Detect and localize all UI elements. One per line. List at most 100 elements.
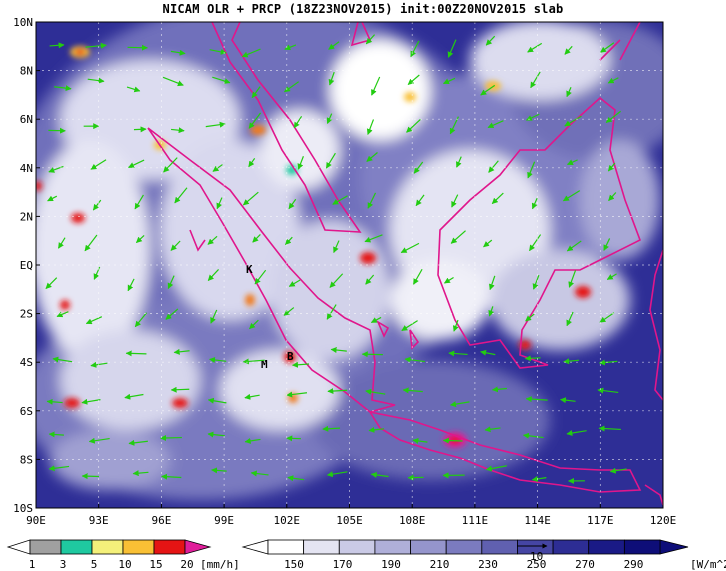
longitude-label: 90E [26,514,46,527]
wind-arrow [288,198,297,210]
precip-tick-5: 5 [91,558,98,571]
wind-arrow [404,356,426,363]
wind-arrow [49,42,65,49]
wind-arrow [443,276,454,284]
wind-arrow [599,42,615,53]
olr-tick: 270 [575,558,595,571]
olr-bin [410,539,447,555]
wind-arrow [413,268,423,285]
latitude-label: 10N [13,16,33,29]
wind-arrow [333,240,340,254]
wind-arrow [47,195,58,202]
wind-arrow [128,159,145,168]
olr-tick: 290 [624,558,644,571]
olr-bin [303,539,340,555]
olr-tick: 190 [381,558,401,571]
wind-arrow [452,319,459,332]
wind-arrow [326,471,348,478]
wind-arrow [605,110,621,124]
precip-tick-3: 3 [60,558,67,571]
wind-arrow [327,388,348,395]
wind-arrow [251,86,261,99]
olr-bin [338,539,376,555]
wind-arrow [52,356,73,363]
wind-arrow [170,49,186,56]
wind-arrow [483,239,493,248]
wind-arrow [606,273,617,280]
wind-arrow [450,230,466,244]
precip-tick-20: 20 [180,558,193,571]
latitude-label: 4S [20,356,33,369]
wind-arrow [365,388,386,395]
wind-arrow [402,387,423,394]
longitude-label: 99E [214,514,234,527]
wind-arrow [322,425,341,432]
wind-arrow [368,426,385,433]
wind-arrow [81,398,101,405]
wind-arrow [48,465,70,472]
wind-arrow [174,187,188,204]
wind-arrow [210,309,218,324]
wind-arrow [285,236,293,246]
wind-arrow [216,197,223,210]
olr-tick: 170 [333,558,353,571]
wind-arrow [162,76,184,87]
wind-arrow [401,320,418,332]
wind-arrow [46,398,63,405]
wind-arrow [127,278,135,292]
wind-arrow [491,192,504,204]
wind-arrow [607,77,619,84]
wind-arrow [250,470,269,477]
wind-arrow [85,316,103,325]
wind-arrow [564,45,573,55]
wind-arrow [366,152,378,162]
wind-arrow [284,81,300,93]
wind-arrow [48,431,64,438]
wind-arrow [370,316,382,324]
wind-arrow [287,475,305,482]
longitude-label: 105E [336,514,363,527]
olr-bin [374,539,411,555]
wind-arrow [209,48,227,55]
wind-arrow [326,304,337,320]
wind-arrow [564,115,582,127]
wind-arrow [330,347,347,354]
wind-arrow [488,160,499,173]
wind-arrow [288,279,301,287]
longitude-label: 111E [462,514,489,527]
sulawesi-coast [649,249,663,401]
wind-arrow [207,431,225,438]
wind-arrow [128,439,148,446]
precip-tick-1: 1 [29,558,36,571]
olr-bin [588,539,625,555]
wind-arrow [85,42,107,49]
wind-arrow [406,118,421,133]
longitude-label: 108E [399,514,426,527]
latitude-label: 2N [20,210,33,223]
longitude-label: 93E [89,514,109,527]
wind-arrow [249,319,259,330]
wind-arrow [244,437,261,444]
wind-arrow [325,152,336,169]
wind-arrow [90,159,107,170]
wind-arrow [566,240,582,252]
wind-arrow [205,121,226,128]
latitude-label: 10S [13,502,33,515]
olr-unit: [W/m^2] [690,558,726,571]
wind-arrow [173,348,190,355]
wind-arrow [480,349,496,356]
wind-arrow [599,312,615,323]
wind-arrow [286,435,301,442]
wind-arrow [597,387,619,394]
wind-arrow [449,401,470,408]
wind-arrow [562,190,581,202]
wind-arrow [367,192,377,209]
wind-arrow [165,308,179,320]
island-coast-2 [350,22,372,47]
java-coast [368,410,642,493]
wind-arrow [365,34,376,45]
wind-arrow [485,465,507,472]
station-markers: K B M [246,263,294,371]
wind-arrow [566,311,574,327]
wind-arrow [167,275,175,290]
